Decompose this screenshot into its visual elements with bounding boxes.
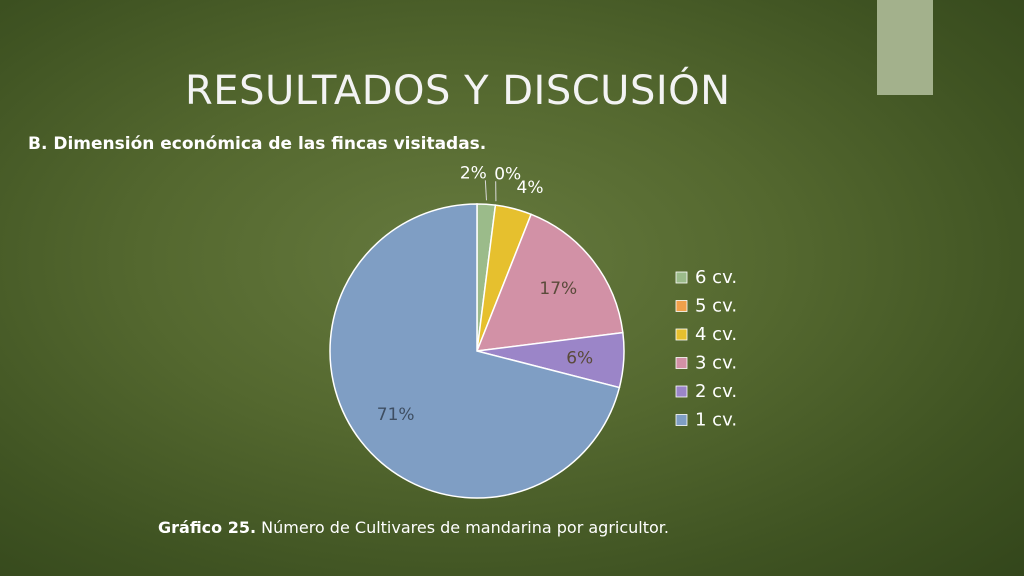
- leader-lines: [484, 180, 497, 202]
- legend-label-5: 2 cv.: [695, 381, 737, 402]
- legend-label-4: 3 cv.: [695, 353, 737, 374]
- caption-number: Gráfico 25.: [158, 518, 257, 537]
- pie-slices: [329, 203, 625, 499]
- slide-title: RESULTADOS Y DISCUSIÓN: [185, 68, 731, 114]
- legend-label-1: 6 cv.: [695, 267, 737, 288]
- slice-label-3: 4%: [517, 178, 544, 198]
- legend-swatch-1: [675, 271, 688, 284]
- pie-slice-6: [329, 203, 621, 499]
- legend-label-2: 5 cv.: [695, 296, 737, 317]
- legend-swatch-5: [675, 385, 688, 398]
- chart-caption: Gráfico 25. Número de Cultivares de mand…: [158, 518, 669, 537]
- legend-swatch-4: [675, 357, 688, 369]
- chart-legend: 6 cv. 5 cv. 4 cv. 3 cv. 2 cv. 1 cv.: [675, 267, 737, 431]
- legend-swatch-2: [675, 300, 688, 312]
- legend-label-3: 4 cv.: [695, 324, 737, 345]
- slice-label-4: 17%: [539, 279, 577, 299]
- leader-line-1: [484, 180, 487, 201]
- slice-label-6: 71%: [377, 405, 415, 425]
- decorative-tab: [877, 0, 933, 95]
- slice-labels: 2% 0%4% 17% 6% 71%: [377, 163, 593, 425]
- legend-swatch-3: [675, 328, 688, 341]
- legend-label-6: 1 cv.: [695, 410, 737, 431]
- slice-label-2: 0%: [494, 164, 521, 184]
- slice-label-1: 2%: [460, 163, 487, 183]
- slide-subtitle: B. Dimensión económica de las fincas vis…: [28, 134, 487, 154]
- caption-text: Número de Cultivares de mandarina por ag…: [256, 518, 669, 537]
- pie-slice-4: [475, 213, 624, 352]
- legend-swatch-6: [675, 414, 688, 426]
- slice-label-5: 6%: [566, 348, 593, 368]
